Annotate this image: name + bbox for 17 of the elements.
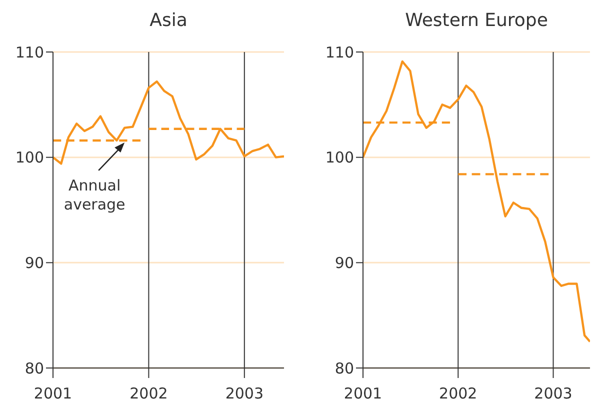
y-tick-label: 110 (325, 43, 354, 62)
y-tick-label: 100 (15, 148, 44, 167)
x-tick-label: 2002 (130, 384, 168, 403)
y-tick-label: 90 (334, 254, 354, 272)
y-tick-label: 100 (325, 148, 354, 167)
x-tick-label: 2003 (534, 384, 572, 403)
chart-title: Western Europe (404, 10, 549, 31)
y-tick-label: 80 (24, 359, 44, 378)
x-tick-label: 2002 (439, 384, 478, 403)
y-tick-label: 80 (334, 359, 354, 378)
chart-title: Asia (148, 10, 188, 31)
y-tick-label: 90 (24, 254, 44, 272)
x-tick-label: 2001 (34, 384, 72, 403)
y-tick-label: 110 (15, 43, 44, 62)
x-tick-label: 2003 (225, 384, 264, 403)
x-tick-label: 2001 (344, 384, 382, 403)
annotation: Annual average (64, 176, 126, 214)
